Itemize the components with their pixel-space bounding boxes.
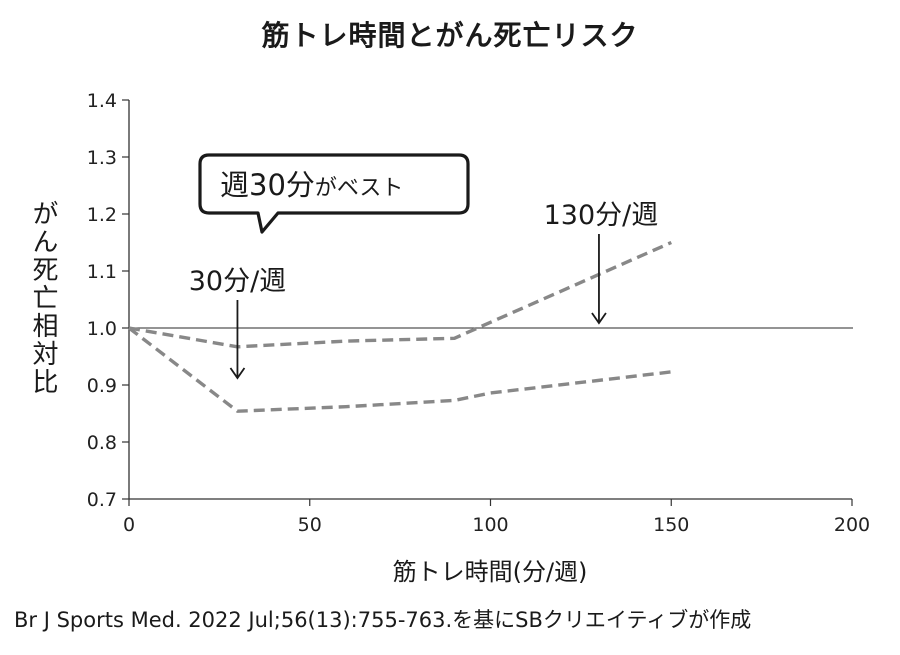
y-tick-label: 1.3	[87, 147, 117, 169]
y-tick-label: 0.7	[87, 489, 117, 511]
source-citation: Br J Sports Med. 2022 Jul;56(13):755-763…	[14, 608, 752, 632]
y-tick-label: 0.9	[87, 375, 117, 397]
y-tick-label: 1.0	[87, 318, 117, 340]
callout-text: 週30分がベスト	[220, 168, 403, 202]
x-tick-label: 200	[834, 514, 870, 536]
series-line-1	[128, 240, 672, 349]
annotation-arrow-head	[229, 367, 246, 380]
x-tick-label: 50	[298, 514, 322, 536]
callout-sub-text: がベスト	[315, 176, 403, 201]
x-tick-label: 0	[123, 514, 135, 536]
y-tick-label: 1.1	[87, 261, 117, 283]
annotation-label: 30分/週	[189, 266, 286, 297]
x-axis-label: 筋トレ時間(分/週)	[392, 558, 588, 586]
chart-title: 筋トレ時間とがん死亡リスク	[261, 19, 639, 52]
series-line-2	[127, 326, 672, 413]
y-tick-label: 1.4	[87, 90, 117, 112]
y-tick-label: 1.2	[87, 204, 117, 226]
x-tick-label: 150	[653, 514, 689, 536]
annotation-arrow-head	[591, 312, 607, 325]
y-tick-label: 0.8	[87, 432, 117, 454]
callout-main-text: 週30分	[220, 168, 315, 202]
callout-bubble	[198, 153, 470, 234]
annotation-label: 130分/週	[544, 200, 659, 231]
x-tick-label: 100	[472, 514, 508, 536]
y-axis-label: がん死亡相対比	[28, 200, 58, 396]
